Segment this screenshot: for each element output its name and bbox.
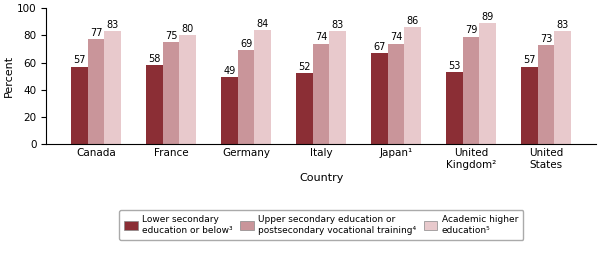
Bar xyxy=(538,45,554,144)
Legend: Lower secondary
education or below³, Upper secondary education or
postsecondary : Lower secondary education or below³, Upp… xyxy=(119,210,523,240)
Text: 49: 49 xyxy=(223,66,236,76)
Bar xyxy=(446,72,463,144)
Text: 74: 74 xyxy=(315,32,327,42)
Text: 75: 75 xyxy=(165,31,177,41)
Bar xyxy=(313,43,329,144)
Text: 84: 84 xyxy=(256,18,269,29)
Bar xyxy=(254,30,271,144)
Bar xyxy=(521,67,538,144)
Bar xyxy=(146,65,163,144)
Text: 57: 57 xyxy=(73,55,86,65)
Bar xyxy=(463,37,479,144)
Bar xyxy=(71,67,88,144)
Bar xyxy=(296,73,313,144)
Text: 69: 69 xyxy=(240,39,252,49)
Text: 73: 73 xyxy=(540,34,552,43)
Bar xyxy=(238,50,254,144)
Bar xyxy=(554,31,571,144)
Text: 83: 83 xyxy=(556,20,569,30)
Text: 79: 79 xyxy=(465,25,477,35)
Bar xyxy=(479,23,496,144)
Text: 67: 67 xyxy=(373,42,386,52)
Text: 77: 77 xyxy=(90,28,102,38)
Text: 89: 89 xyxy=(481,12,494,22)
Text: 80: 80 xyxy=(181,24,194,34)
Text: 57: 57 xyxy=(523,55,536,65)
X-axis label: Country: Country xyxy=(299,172,343,183)
Text: 83: 83 xyxy=(331,20,344,30)
Bar xyxy=(221,78,238,144)
Bar xyxy=(388,43,404,144)
Bar xyxy=(404,27,421,144)
Bar xyxy=(88,39,104,144)
Text: 53: 53 xyxy=(448,61,461,71)
Text: 74: 74 xyxy=(390,32,402,42)
Text: 58: 58 xyxy=(148,54,161,64)
Bar xyxy=(163,42,179,144)
Y-axis label: Percent: Percent xyxy=(4,55,14,97)
Text: 86: 86 xyxy=(406,16,419,26)
Text: 52: 52 xyxy=(298,62,311,72)
Bar xyxy=(329,31,346,144)
Text: 83: 83 xyxy=(106,20,119,30)
Bar xyxy=(104,31,121,144)
Bar xyxy=(371,53,388,144)
Bar xyxy=(179,35,196,144)
